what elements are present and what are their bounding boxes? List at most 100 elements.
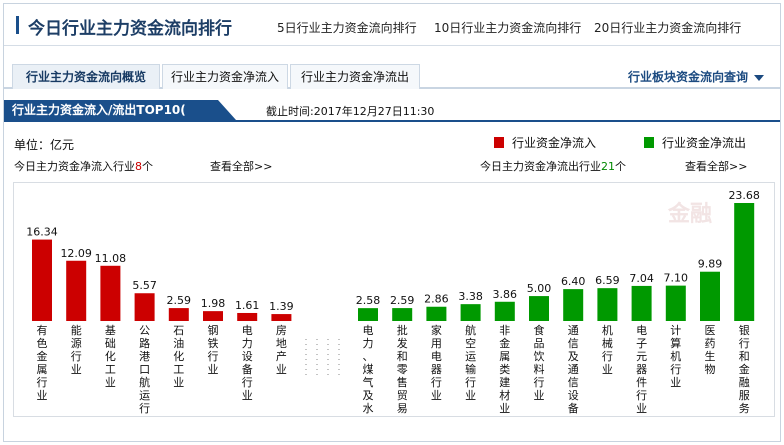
bar [203,311,223,321]
header: 今日行业主力资金流向排行 5日行业主力资金流向排行 10日行业主力资金流向排行 … [4,4,780,46]
inflow-summary-prefix: 今日主力资金净流入行业 [14,160,135,173]
outflow-summary: 今日主力资金净流出行业21个 [480,158,626,174]
category-label[interactable]: 机械行业 [602,323,613,376]
legend-outflow-label: 行业资金净流出 [662,136,747,150]
category-label[interactable]: 航空运输行业 [465,323,476,402]
value-label: 7.04 [629,272,654,285]
bar-group: 5.00 食品饮料行业 [527,282,552,402]
value-label: 12.09 [60,247,92,260]
legend-outflow: 行业资金净流出 [644,134,746,151]
inflow-summary-suffix: 个 [142,160,153,173]
bar [734,203,755,321]
category-label[interactable]: 石油化工业 [173,324,184,389]
tab-overview[interactable]: 行业主力资金流向概览 [12,64,160,89]
bar [392,308,413,321]
value-label: 6.40 [561,275,586,288]
bar-group: 6.59 机械行业 [595,274,620,376]
category-label[interactable]: 房地产业 [276,324,287,376]
value-label: 9.89 [698,258,723,271]
bar-group: 2.86 家用电器行业 [424,293,449,402]
category-label[interactable]: 电子元器件行业 [636,324,647,415]
tab-net-inflow[interactable]: 行业主力资金净流入 [162,64,288,89]
value-label: 2.59 [390,294,415,307]
tab-bar: 行业主力资金流向概览 行业主力资金净流入 行业主力资金净流出 行业板块资金流向查… [4,64,780,89]
category-label[interactable]: 能源行业 [71,323,82,376]
category-label[interactable]: 基础化工业 [105,324,116,389]
bar [665,285,686,321]
bar-group: 2.59 批发和零售贸易 [390,294,415,415]
bar-group: 1.98 钢铁行业 [201,297,226,376]
category-label[interactable]: 医药生物 [705,324,716,376]
category-label[interactable]: 电力设备行业 [242,324,253,402]
category-label[interactable]: 通信及通信设备 [568,324,579,415]
category-label[interactable]: 非金属类建材业 [499,324,510,415]
category-label[interactable]: 计算机行业 [670,324,681,389]
inflow-summary: 今日主力资金净流入行业8个 [14,158,153,174]
value-label: 2.86 [424,293,449,306]
bar [66,260,87,321]
link-20day-ranking[interactable]: 20日行业主力资金流向排行 [594,21,742,35]
bar-group: 9.89 医药生物 [698,258,723,376]
widget-frame: 今日行业主力资金流向排行 5日行业主力资金流向排行 10日行业主力资金流向排行 … [3,3,781,442]
category-label[interactable]: 公路港口航运行 [139,324,150,415]
view-all-outflow-link[interactable]: 查看全部>> [685,160,748,173]
chart-area [13,182,775,417]
query-label: 行业板块资金流向查询 [627,70,748,84]
bar [529,296,549,321]
bar [271,314,292,321]
bar [358,308,378,321]
value-label: 11.08 [95,252,127,265]
value-label: 7.10 [664,272,689,285]
bar-group: 1.39 房地产业 [269,300,294,376]
view-all-inflow-link[interactable]: 查看全部>> [210,160,273,173]
bar-group: 23.68 银行和金融服务 [728,189,760,415]
category-label[interactable]: 电力、煤气及水 [363,324,374,415]
bar [32,239,52,321]
value-label: 1.61 [235,299,260,312]
bar [460,304,481,321]
category-label[interactable]: 有色金属行业 [37,323,48,402]
group-separator [305,339,340,379]
unit-label: 单位：亿元 [14,138,75,152]
sector-flow-query-dropdown[interactable]: 行业板块资金流向查询 [628,68,764,85]
value-label: 5.00 [527,282,552,295]
bar-group: 16.34 有色金属行业 [26,226,58,402]
value-label: 23.68 [728,189,760,202]
category-label[interactable]: 食品饮料行业 [534,323,545,402]
bar-group: 2.58 电力、煤气及水 [356,294,381,415]
value-label: 3.38 [458,290,483,303]
category-label[interactable]: 家用电器行业 [431,323,442,402]
bar [134,293,155,321]
link-10day-ranking[interactable]: 10日行业主力资金流向排行 [434,21,582,35]
bar-group: 7.10 计算机行业 [664,272,689,389]
flow-bar-chart: 16.34 有色金属行业 12.09 能源行业 11.08 基础化工业 5.57 公路港口航运… [26,189,760,415]
outflow-summary-prefix: 今日主力资金净流出行业 [480,160,601,173]
bar-group: 1.61 电力设备行业 [235,299,260,402]
bar-group: 12.09 能源行业 [60,247,92,376]
category-label[interactable]: 批发和零售贸易 [397,323,408,415]
bar-group: 11.08 基础化工业 [95,252,127,389]
value-label: 16.34 [26,226,58,239]
category-label[interactable]: 银行和金融服务 [739,323,750,415]
value-label: 5.57 [132,279,157,292]
bar [597,288,618,321]
bar [237,312,258,321]
header-accent-bar [16,16,19,34]
legend-inflow-swatch [494,137,504,148]
outflow-summary-suffix: 个 [615,160,626,173]
legend-inflow: 行业资金净流入 [494,134,596,151]
bar [426,306,447,321]
bar-group: 6.40 通信及通信设备 [561,275,586,415]
bar [168,308,189,321]
bar [700,271,720,321]
bar [563,289,584,321]
inflow-count: 8 [135,160,142,173]
link-5day-ranking[interactable]: 5日行业主力资金流向排行 [277,21,417,35]
section-title: 行业主力资金流入/流出TOP10( [4,100,236,120]
value-label: 1.98 [201,297,226,310]
page-title: 今日行业主力资金流向排行 [28,19,232,39]
category-label[interactable]: 钢铁行业 [208,324,219,376]
tab-net-outflow[interactable]: 行业主力资金净流出 [290,64,420,89]
watermark-logo: 金融 [668,202,713,227]
bar-group: 2.59 石油化工业 [167,294,192,389]
